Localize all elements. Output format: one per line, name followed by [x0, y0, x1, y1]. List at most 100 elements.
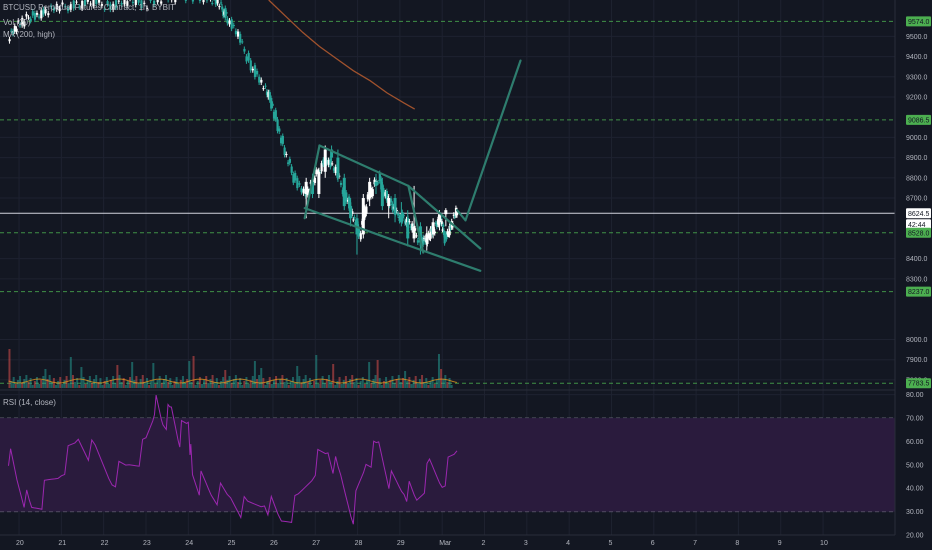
candle-body: [330, 149, 334, 158]
volume-bar: [444, 375, 447, 388]
volume-bar: [302, 379, 305, 388]
candle-body: [109, 4, 112, 10]
volume-bar: [256, 379, 259, 388]
candle-body: [44, 9, 47, 14]
volume-bar: [260, 368, 263, 388]
candle-body: [40, 10, 43, 19]
rsi-legend[interactable]: RSI (14, close): [3, 398, 56, 407]
candle-body: [245, 56, 248, 62]
pattern-drawing[interactable]: [303, 59, 522, 272]
candle-body: [418, 226, 422, 243]
volume-bar: [440, 369, 443, 388]
volume-legend[interactable]: Vol (20): [3, 18, 31, 27]
candle-body: [288, 159, 292, 163]
volume-bar: [129, 377, 132, 388]
rsi-tick-label: 50.00: [906, 462, 924, 469]
rsi-tick-label: 80.00: [906, 392, 924, 399]
candle-body: [174, 0, 177, 3]
candle-body: [268, 92, 271, 101]
volume-bar: [171, 385, 174, 388]
price-tick-label: 9300.0: [906, 74, 928, 81]
candle-body: [211, 2, 214, 4]
volume-bar: [50, 382, 53, 388]
candle-body: [313, 177, 317, 183]
ma-line: [268, 0, 416, 110]
symbol-legend[interactable]: BTCUSD Perpetual Futures Contract, 1h, B…: [3, 3, 176, 12]
candle-body: [422, 236, 425, 245]
time-tick-label: 2: [482, 540, 486, 547]
candle-body: [361, 198, 365, 235]
time-axis[interactable]: 20 21 22 23 24 25 26 27 28 29 Mar 2 3 4 5 6 7 8 9 10: [0, 534, 895, 547]
rsi-axis[interactable]: 80.00 70.00 60.00 50.00 40.00 30.00 20.00: [906, 392, 924, 539]
price-axis[interactable]: 9500.0 9400.0 9300.0 9200.0 9000.0 8900.0 8800…: [894, 0, 932, 550]
time-tick-label: 5: [608, 540, 612, 547]
volume-bar: [213, 382, 216, 388]
volume-bar: [203, 380, 206, 388]
volume-bar: [372, 379, 375, 388]
ma-legend[interactable]: MA (200, high): [3, 30, 56, 39]
candle-body: [143, 2, 146, 4]
candle-body: [247, 52, 250, 61]
candle-body: [21, 17, 24, 26]
candle-body: [241, 41, 244, 43]
candle-body: [397, 213, 400, 216]
candle-body: [323, 149, 327, 172]
candle-body: [405, 219, 408, 225]
candle-body: [230, 19, 233, 29]
volume-bar: [21, 383, 24, 388]
candle-body: [411, 223, 414, 231]
volume-bar: [226, 380, 229, 388]
candle-body: [38, 16, 41, 18]
rsi-line: [8, 394, 458, 525]
volume-bar: [139, 379, 142, 388]
candle-body: [452, 214, 455, 217]
candle-body: [89, 3, 92, 5]
volume-bar: [334, 385, 337, 388]
candle-body: [371, 189, 374, 197]
candle-body: [220, 2, 223, 4]
volume-bar: [181, 376, 184, 388]
candle-body: [253, 65, 257, 78]
volume-bar: [61, 384, 64, 388]
price-tick-label: 9500.0: [906, 34, 928, 41]
candle-body: [359, 233, 362, 240]
volume-bar: [342, 380, 345, 388]
candle-body: [423, 238, 426, 240]
volume-bar: [304, 375, 307, 388]
candle-body: [366, 194, 369, 200]
candle-body: [100, 4, 104, 6]
volume-bar: [336, 381, 339, 388]
volume-bar: [243, 381, 246, 388]
candle-body: [302, 188, 305, 194]
time-tick-label: 7: [693, 540, 697, 547]
candle-body: [442, 224, 445, 227]
volume-bar: [423, 382, 426, 388]
volume-bar: [315, 355, 318, 388]
candle-body: [153, 0, 156, 5]
volume-bar: [368, 362, 371, 388]
candle-body: [75, 1, 78, 3]
candle-body: [134, 0, 137, 5]
volume-bar: [268, 377, 271, 388]
candle-body: [380, 178, 383, 190]
volume-bar: [120, 382, 123, 388]
candle-body: [8, 39, 11, 42]
candle-body: [339, 182, 343, 185]
volume-bar: [118, 375, 121, 388]
volume-bar: [152, 363, 155, 388]
volume-bar: [291, 377, 294, 388]
volume-bar: [10, 381, 13, 388]
candle-body: [317, 171, 321, 194]
volume-bar: [27, 382, 30, 388]
volume-bar: [69, 357, 72, 388]
volume-bar: [220, 381, 223, 388]
time-tick-label: 25: [228, 540, 236, 547]
candle-body: [58, 8, 61, 12]
candle-body: [415, 235, 418, 237]
volume-bar: [67, 383, 70, 388]
candle-body: [365, 206, 368, 214]
candle-body: [385, 191, 388, 201]
candle-body: [329, 158, 332, 168]
price-tick-label: 9400.0: [906, 54, 928, 61]
